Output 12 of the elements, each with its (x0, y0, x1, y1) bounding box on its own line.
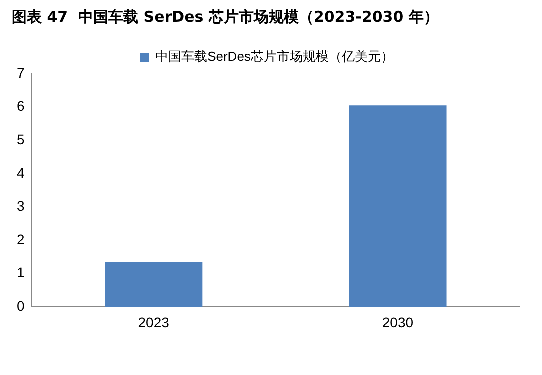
y-tick-label: 7 (16, 64, 25, 81)
y-tick-label: 2 (16, 231, 25, 248)
y-tick-label: 0 (16, 298, 25, 314)
legend-label: 中国车载SerDes芯片市场规模（亿美元） (156, 49, 394, 64)
x-tick-label: 2030 (382, 314, 414, 330)
y-tick-label: 5 (16, 131, 25, 148)
y-tick-label: 4 (16, 164, 25, 181)
chart-title: 图表 47 中国车载 SerDes 芯片市场规模（2023-2030 年） (12, 8, 440, 27)
x-tick-label: 2023 (138, 314, 170, 330)
y-tick-label: 6 (16, 98, 25, 114)
y-tick-label: 1 (16, 264, 25, 281)
y-tick-label: 3 (16, 198, 25, 214)
